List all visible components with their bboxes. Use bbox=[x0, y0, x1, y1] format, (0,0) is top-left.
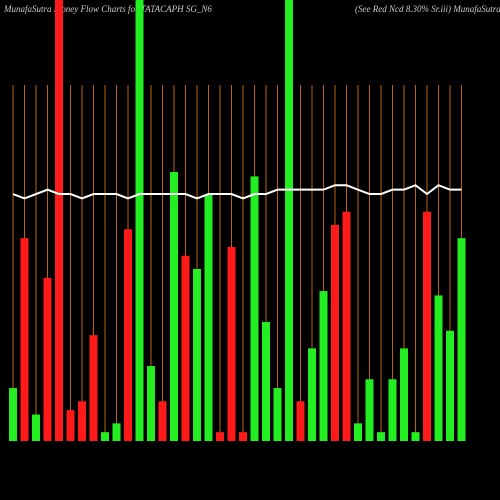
bar bbox=[20, 238, 29, 441]
bar bbox=[250, 176, 259, 441]
bar bbox=[158, 401, 167, 441]
chart-title: MunafaSutra Money Flow Charts for TATACA… bbox=[3, 4, 212, 14]
bar bbox=[296, 401, 305, 441]
bar bbox=[227, 246, 236, 441]
bar bbox=[78, 401, 86, 441]
bar bbox=[262, 321, 270, 441]
bar bbox=[9, 388, 17, 441]
bar bbox=[457, 238, 466, 441]
bar bbox=[124, 229, 132, 441]
bar bbox=[434, 295, 443, 441]
bar bbox=[216, 432, 224, 441]
bar bbox=[331, 224, 339, 441]
bar bbox=[411, 432, 420, 441]
bar bbox=[308, 348, 316, 441]
bar bbox=[43, 277, 52, 441]
bar bbox=[193, 269, 201, 441]
bar bbox=[181, 255, 190, 441]
bar bbox=[354, 423, 362, 441]
bar bbox=[239, 432, 247, 441]
bar bbox=[377, 432, 385, 441]
bar bbox=[204, 194, 213, 441]
bar bbox=[423, 211, 431, 441]
bar bbox=[342, 211, 351, 441]
chart-subtitle: (See Red Ncd 8.30% Sr.iii) MunafaSutra.c… bbox=[355, 4, 500, 14]
bar bbox=[101, 432, 109, 441]
bar bbox=[285, 0, 293, 441]
bar bbox=[135, 0, 144, 441]
flow-line bbox=[12, 184, 462, 200]
bar bbox=[446, 330, 454, 441]
bar bbox=[55, 0, 63, 441]
bar bbox=[89, 335, 98, 441]
bar bbox=[365, 379, 374, 441]
bar bbox=[147, 366, 155, 441]
bar bbox=[32, 414, 40, 441]
bar bbox=[388, 379, 397, 441]
bar bbox=[273, 388, 282, 441]
bar bbox=[170, 171, 178, 442]
bar bbox=[400, 348, 408, 441]
bar bbox=[319, 291, 328, 441]
bar bbox=[66, 410, 75, 441]
bar bbox=[112, 423, 121, 441]
